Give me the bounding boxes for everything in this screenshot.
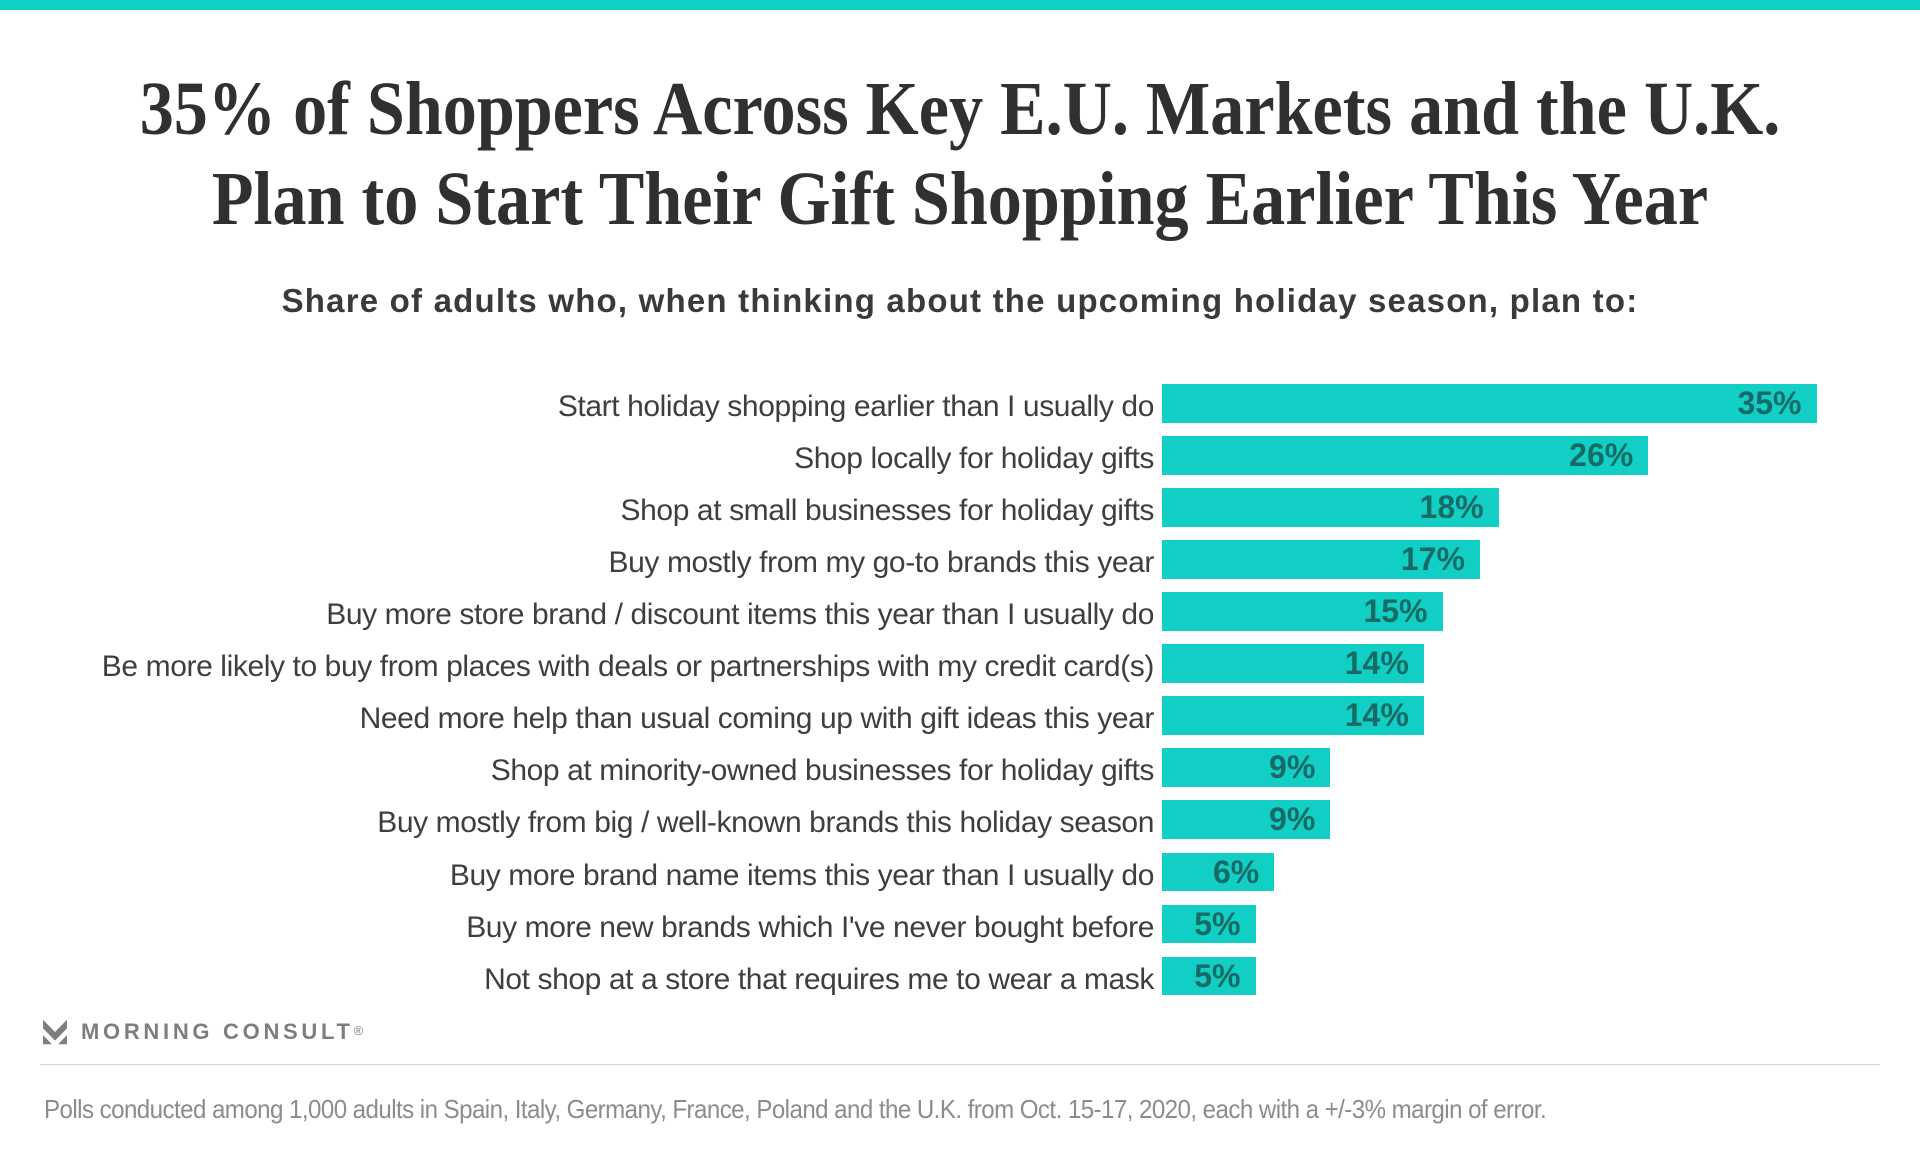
chart-subtitle: Share of adults who, when thinking about… — [281, 282, 1639, 319]
chart-row: Start holiday shopping earlier than I us… — [0, 384, 1920, 423]
title-line-1: 35% of Shoppers Across Key E.U. Markets … — [139, 67, 1781, 151]
category-label: Buy mostly from my go-to brands this yea… — [608, 546, 1155, 580]
bar: 18% — [1162, 488, 1499, 527]
methodology-note: Polls conducted among 1,000 adults in Sp… — [44, 1094, 1547, 1124]
category-label: Start holiday shopping earlier than I us… — [557, 390, 1155, 423]
bar: 6% — [1162, 852, 1275, 892]
value-label: 9% — [1269, 801, 1316, 838]
category-label: Not shop at a store that requires me to … — [484, 962, 1154, 996]
category-label: Shop at minority-owned businesses for ho… — [490, 754, 1155, 788]
value-label: 35% — [1737, 385, 1802, 421]
bar-chart: Start holiday shopping earlier than I us… — [0, 384, 1920, 1009]
bar: 5% — [1162, 904, 1256, 944]
morning-consult-logo-icon — [43, 1019, 67, 1045]
bar: 15% — [1162, 592, 1443, 631]
bar: 5% — [1162, 956, 1256, 996]
bar: 14% — [1162, 696, 1424, 735]
chart-row: Not shop at a store that requires me to … — [0, 956, 1920, 996]
chart-row: Buy mostly from big / well-known brands … — [0, 800, 1920, 839]
category-label: Buy more brand name items this year than… — [449, 858, 1155, 892]
category-label: Need more help than usual coming up with… — [359, 702, 1155, 736]
chart-title: 35% of Shoppers Across Key E.U. Markets … — [99, 64, 1821, 244]
morning-consult-logo: MORNING CONSULT ® — [42, 1019, 382, 1047]
top-accent-bar — [0, 0, 1920, 10]
value-label: 5% — [1194, 957, 1241, 994]
footer-divider — [40, 1063, 1880, 1066]
chart-row: Shop at minority-owned businesses for ho… — [0, 748, 1920, 787]
bar: 9% — [1162, 748, 1331, 787]
value-label: 18% — [1419, 489, 1484, 526]
value-label: 5% — [1194, 905, 1241, 942]
category-label: Buy more new brands which I've never bou… — [466, 910, 1154, 944]
chart-row: Need more help than usual coming up with… — [0, 696, 1920, 735]
bar: 9% — [1162, 800, 1331, 840]
registered-trademark-icon: ® — [353, 1023, 367, 1038]
chart-row: Buy more store brand / discount items th… — [0, 592, 1920, 631]
chart-row: Buy more new brands which I've never bou… — [0, 904, 1920, 944]
bar: 26% — [1162, 436, 1649, 475]
value-label: 17% — [1400, 541, 1465, 578]
title-line-2: Plan to Start Their Gift Shopping Earlie… — [211, 157, 1709, 241]
category-label: Be more likely to buy from places with d… — [101, 650, 1155, 684]
category-label: Shop locally for holiday gifts — [794, 442, 1154, 476]
value-label: 6% — [1212, 853, 1260, 890]
chart-row: Buy mostly from my go-to brands this yea… — [0, 540, 1920, 579]
bar: 14% — [1162, 644, 1424, 683]
chart-row: Be more likely to buy from places with d… — [0, 644, 1920, 683]
category-label: Buy mostly from big / well-known brands … — [377, 806, 1154, 840]
value-label: 15% — [1363, 593, 1428, 630]
value-label: 9% — [1269, 749, 1316, 786]
chart-row: Shop at small businesses for holiday gif… — [0, 488, 1920, 527]
value-label: 26% — [1569, 437, 1634, 474]
bar: 35% — [1162, 384, 1817, 423]
value-label: 14% — [1344, 645, 1409, 682]
bar: 17% — [1162, 540, 1480, 579]
category-label: Buy more store brand / discount items th… — [326, 598, 1154, 632]
chart-row: Buy more brand name items this year than… — [0, 852, 1920, 892]
value-label: 14% — [1344, 697, 1409, 734]
category-label: Shop at small businesses for holiday gif… — [620, 494, 1155, 528]
chart-row: Shop locally for holiday gifts 26% — [0, 436, 1920, 475]
logo-wordmark: MORNING CONSULT ® — [81, 1019, 367, 1044]
